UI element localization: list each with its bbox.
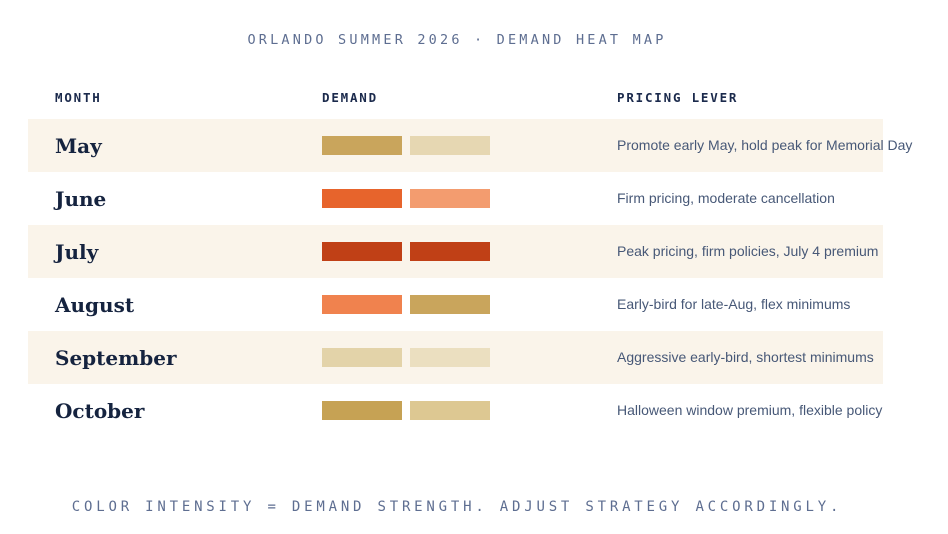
pricing-lever-text: Firm pricing, moderate cancellation — [617, 189, 835, 206]
table-row: August Early-bird for late-Aug, flex min… — [28, 278, 883, 331]
demand-heat-bar-2 — [410, 348, 490, 367]
column-header-month: MONTH — [55, 89, 102, 105]
footer-note: COLOR INTENSITY = DEMAND STRENGTH. ADJUS… — [71, 499, 843, 515]
month-label: September — [55, 345, 177, 370]
demand-heat-bar-2 — [410, 189, 490, 208]
table-row: May Promote early May, hold peak for Mem… — [28, 119, 912, 172]
table-row: July Peak pricing, firm policies, July 4… — [28, 225, 883, 278]
demand-heat-bar-1 — [322, 242, 402, 261]
month-label: October — [55, 398, 145, 423]
demand-heat-cell — [322, 348, 617, 367]
page-title: ORLANDO SUMMER 2026 · DEMAND HEAT MAP — [247, 32, 667, 48]
demand-heat-bar-1 — [322, 401, 402, 420]
month-label: June — [55, 186, 107, 211]
demand-heat-cell — [322, 136, 617, 155]
table-header-row: MONTH DEMAND PRICING LEVER — [28, 89, 883, 105]
pricing-lever-text: Promote early May, hold peak for Memoria… — [617, 136, 913, 153]
pricing-lever-text: Halloween window premium, flexible polic… — [617, 401, 883, 418]
table-row: October Halloween window premium, flexib… — [28, 384, 883, 437]
pricing-lever-text: Early-bird for late-Aug, flex minimums — [617, 295, 851, 312]
demand-heat-cell — [322, 189, 617, 208]
month-label: August — [55, 292, 135, 317]
demand-heat-bar-2 — [410, 295, 490, 314]
table-row: June Firm pricing, moderate cancellation — [28, 172, 883, 225]
page: ORLANDO SUMMER 2026 · DEMAND HEAT MAP MO… — [0, 32, 914, 515]
column-header-demand: DEMAND — [322, 89, 378, 105]
pricing-lever-text: Aggressive early-bird, shortest minimums — [617, 348, 874, 365]
pricing-lever-text: Peak pricing, firm policies, July 4 prem… — [617, 242, 879, 259]
month-label: May — [55, 133, 102, 158]
demand-heat-bar-1 — [322, 136, 402, 155]
month-label: July — [55, 239, 99, 264]
demand-heat-bar-1 — [322, 189, 402, 208]
demand-heat-bar-2 — [410, 136, 490, 155]
demand-heat-bar-2 — [410, 242, 490, 261]
demand-heat-cell — [322, 295, 617, 314]
demand-heat-bar-1 — [322, 348, 402, 367]
heatmap-table: May Promote early May, hold peak for Mem… — [0, 119, 914, 437]
demand-heat-cell — [322, 401, 617, 420]
demand-heat-bar-1 — [322, 295, 402, 314]
demand-heat-bar-2 — [410, 401, 490, 420]
table-row: September Aggressive early-bird, shortes… — [28, 331, 883, 384]
column-header-pricing-lever: PRICING LEVER — [617, 89, 739, 105]
demand-heat-cell — [322, 242, 617, 261]
